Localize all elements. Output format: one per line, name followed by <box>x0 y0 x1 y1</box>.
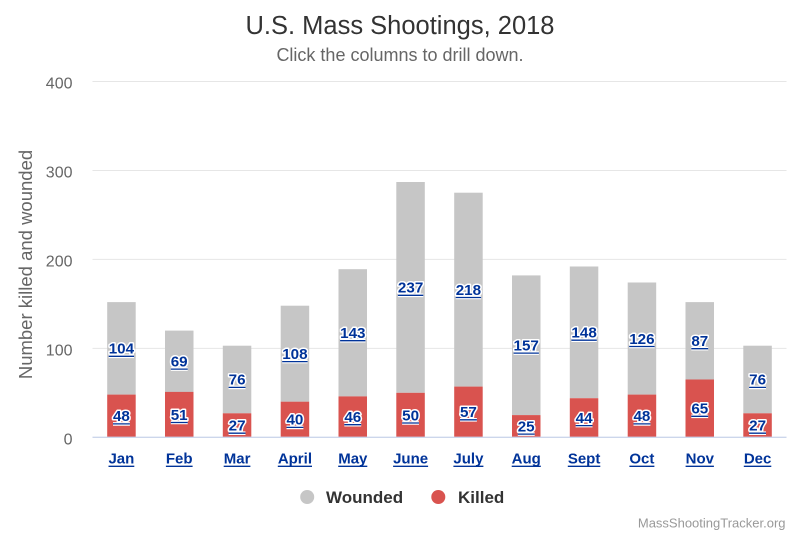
svg-text:87: 87 <box>691 333 708 350</box>
svg-text:Feb: Feb <box>166 451 193 468</box>
svg-text:76: 76 <box>229 372 246 389</box>
svg-text:51: 51 <box>171 407 188 424</box>
svg-text:25: 25 <box>518 418 535 435</box>
svg-text:Wounded: Wounded <box>326 488 403 507</box>
svg-text:U.S. Mass Shootings, 2018: U.S. Mass Shootings, 2018 <box>245 12 554 40</box>
svg-text:143: 143 <box>340 325 365 342</box>
svg-text:76: 76 <box>749 372 766 389</box>
svg-text:300: 300 <box>46 165 73 182</box>
svg-text:Click the columns to drill dow: Click the columns to drill down. <box>276 45 523 65</box>
svg-text:57: 57 <box>460 404 477 421</box>
svg-text:Killed: Killed <box>458 488 504 507</box>
svg-text:Jan: Jan <box>108 451 134 468</box>
svg-text:44: 44 <box>576 410 593 427</box>
svg-text:200: 200 <box>46 253 73 270</box>
svg-text:108: 108 <box>282 346 307 363</box>
svg-text:69: 69 <box>171 353 188 370</box>
svg-text:27: 27 <box>749 418 766 435</box>
svg-text:Aug: Aug <box>512 451 541 468</box>
svg-text:126: 126 <box>629 331 654 348</box>
svg-text:104: 104 <box>109 341 135 358</box>
svg-text:400: 400 <box>46 76 73 93</box>
svg-text:218: 218 <box>456 282 481 299</box>
svg-text:July: July <box>453 451 484 468</box>
svg-text:48: 48 <box>113 408 130 425</box>
svg-text:Sept: Sept <box>568 451 601 468</box>
svg-text:27: 27 <box>229 418 246 435</box>
svg-text:Oct: Oct <box>629 451 654 468</box>
svg-text:40: 40 <box>286 412 303 429</box>
svg-text:April: April <box>278 451 312 468</box>
svg-text:46: 46 <box>344 409 361 426</box>
svg-text:65: 65 <box>691 401 708 418</box>
svg-text:0: 0 <box>64 431 73 448</box>
svg-text:148: 148 <box>571 325 596 342</box>
svg-text:June: June <box>393 451 428 468</box>
svg-text:100: 100 <box>46 342 73 359</box>
svg-text:157: 157 <box>514 337 539 354</box>
svg-text:Dec: Dec <box>744 451 772 468</box>
svg-text:MassShootingTracker.org: MassShootingTracker.org <box>638 516 786 531</box>
svg-text:Number killed and wounded: Number killed and wounded <box>15 150 36 379</box>
svg-text:Mar: Mar <box>224 451 251 468</box>
svg-text:48: 48 <box>633 408 650 425</box>
svg-text:May: May <box>338 451 368 468</box>
svg-text:Nov: Nov <box>686 451 715 468</box>
svg-text:237: 237 <box>398 280 423 297</box>
svg-text:50: 50 <box>402 407 419 424</box>
